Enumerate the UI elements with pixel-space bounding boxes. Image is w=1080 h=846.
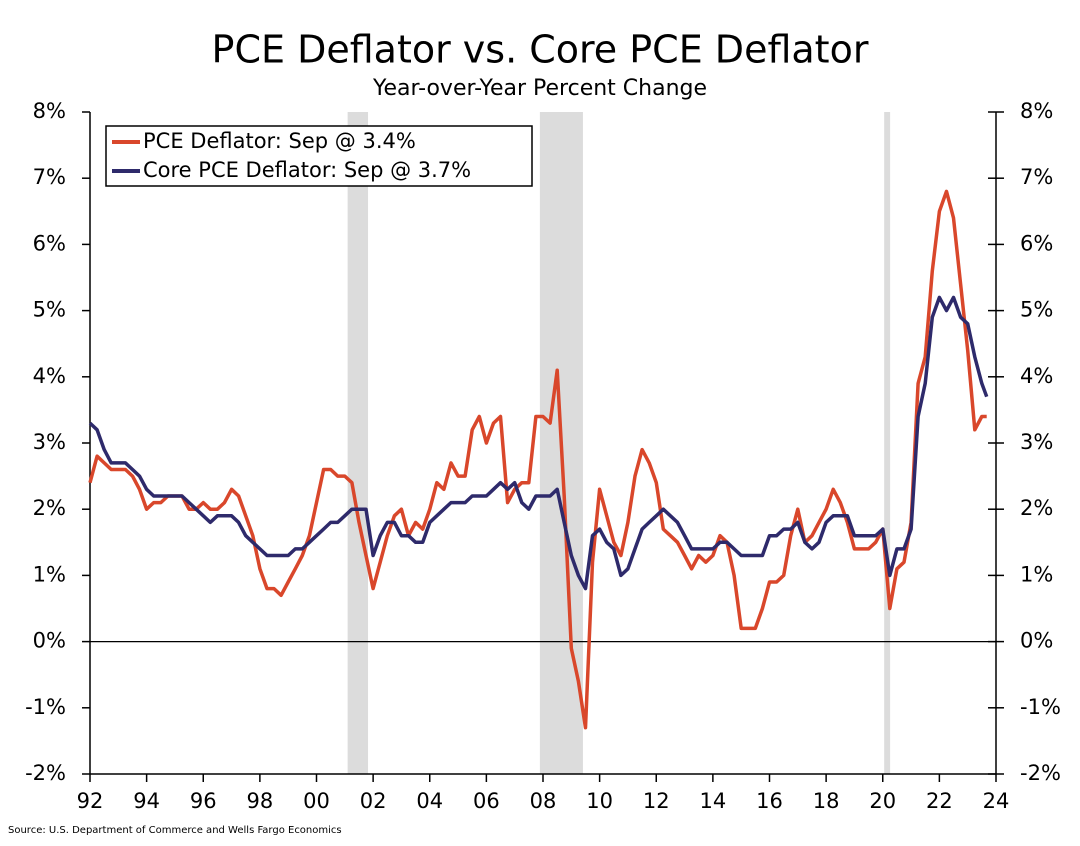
x-tick-label: 02 <box>360 789 387 813</box>
y-tick-label: 6% <box>33 231 66 255</box>
x-tick-label: 00 <box>303 789 330 813</box>
chart-subtitle: Year-over-Year Percent Change <box>372 76 707 101</box>
y2-tick-label: 0% <box>1020 629 1053 653</box>
shades <box>347 112 891 774</box>
x-tick-label: 16 <box>756 789 783 813</box>
axes: -2% -1% 0% 1% 2% 3% 4% 5% 6% 7% 8% -2% -1% 0% 1% 2% 3% 4%… <box>25 99 1061 813</box>
x-tick-label: 20 <box>869 789 896 813</box>
y-tick-label: 8% <box>33 99 66 123</box>
y2-tick-label: 6% <box>1020 231 1053 255</box>
chart-title: PCE Deflator vs. Core PCE Deflator <box>212 28 869 72</box>
x-tick-label: 24 <box>983 789 1010 813</box>
y-tick-label: 4% <box>33 364 66 388</box>
x-tick-label: 12 <box>643 789 670 813</box>
y-tick-label: 1% <box>33 562 66 586</box>
series-line <box>88 189 987 730</box>
y2-tick-label: 7% <box>1020 165 1053 189</box>
x-tick-label: 94 <box>133 789 160 813</box>
y-tick-label: 3% <box>33 430 66 454</box>
y2-tick-label: 4% <box>1020 364 1053 388</box>
legend-label: Core PCE Deflator: Sep @ 3.7% <box>143 158 471 182</box>
x-tick-label: 18 <box>813 789 840 813</box>
y2-tick-label: -1% <box>1020 695 1061 719</box>
y-tick-label: 7% <box>33 165 66 189</box>
legend-box <box>105 125 533 187</box>
x-tick-label: 08 <box>530 789 557 813</box>
y2-tick-label: 1% <box>1020 562 1053 586</box>
x-tick-label: 04 <box>416 789 443 813</box>
y-tick-label: -2% <box>25 761 66 785</box>
lines <box>88 189 989 730</box>
x-tick-label: 98 <box>247 789 274 813</box>
series-line <box>88 295 989 591</box>
recession-shade <box>884 112 891 774</box>
y2-tick-label: 5% <box>1020 298 1053 322</box>
y2-tick-label: 2% <box>1020 496 1053 520</box>
y-tick-label: 5% <box>33 298 66 322</box>
x-tick-label: 22 <box>926 789 953 813</box>
y-tick-label: -1% <box>25 695 66 719</box>
y-tick-label: 0% <box>33 629 66 653</box>
y2-tick-label: 3% <box>1020 430 1053 454</box>
x-tick-label: 14 <box>700 789 727 813</box>
x-tick-label: 10 <box>586 789 613 813</box>
x-tick-label: 96 <box>190 789 217 813</box>
legend-label: PCE Deflator: Sep @ 3.4% <box>143 129 416 153</box>
source-note: Source: U.S. Department of Commerce and … <box>8 825 342 836</box>
y-tick-label: 2% <box>33 496 66 520</box>
legend: PCE Deflator: Sep @ 3.4% Core PCE Deflato… <box>105 125 533 187</box>
x-tick-label: 06 <box>473 789 500 813</box>
y2-tick-label: -2% <box>1020 761 1061 785</box>
x-tick-label: 92 <box>77 789 104 813</box>
y2-tick-label: 8% <box>1020 99 1053 123</box>
recession-shade <box>347 112 369 774</box>
